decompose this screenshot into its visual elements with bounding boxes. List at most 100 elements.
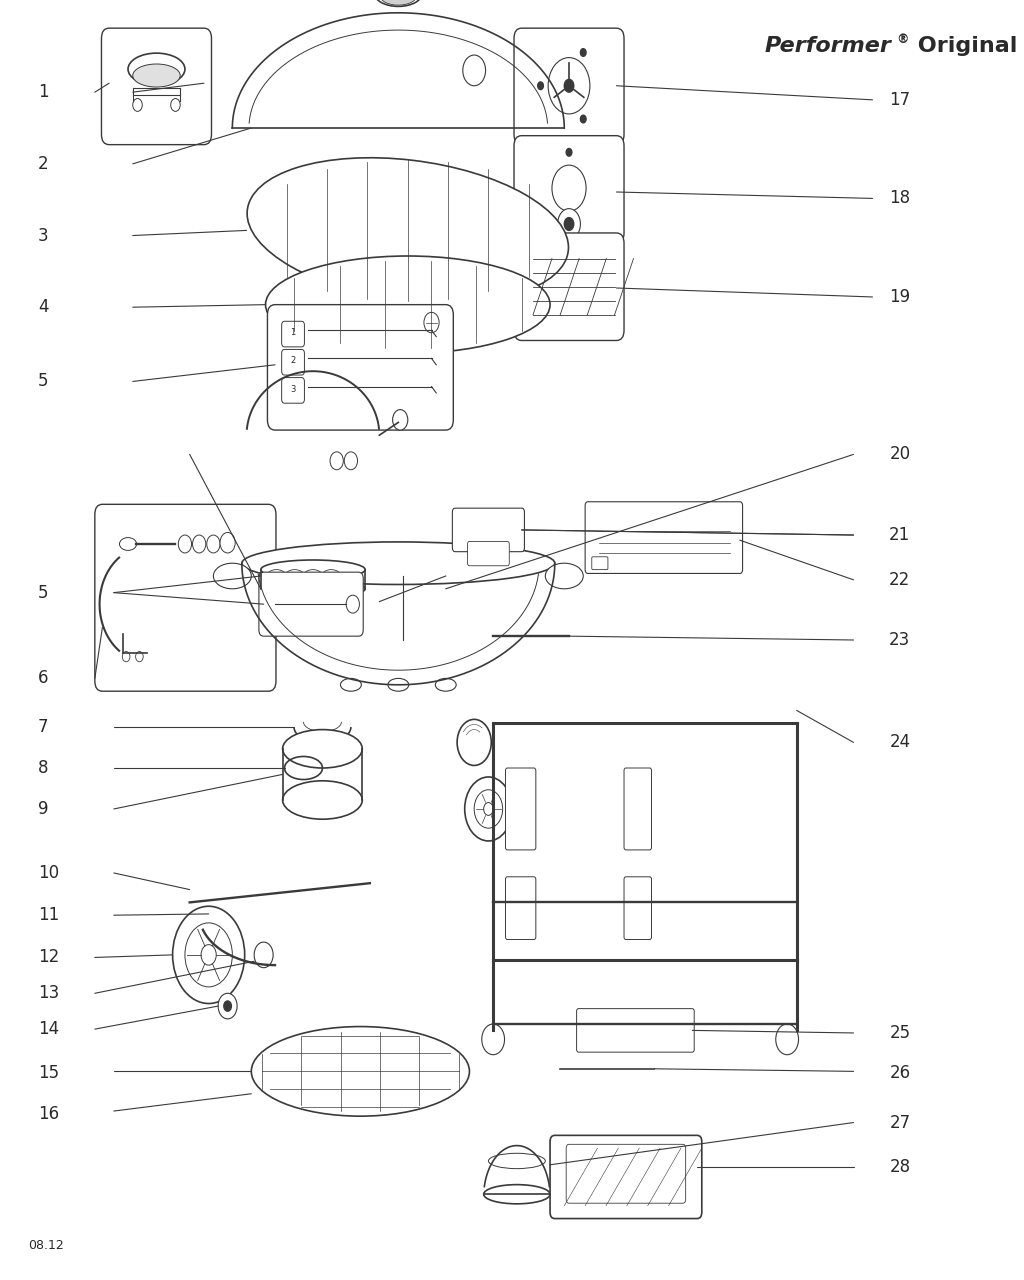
FancyBboxPatch shape [592,557,608,570]
FancyBboxPatch shape [95,504,276,691]
Text: 08.12: 08.12 [29,1239,65,1252]
Circle shape [481,1024,505,1055]
FancyBboxPatch shape [468,541,509,566]
Ellipse shape [261,579,366,599]
Circle shape [178,535,191,553]
Circle shape [135,652,143,662]
Ellipse shape [380,0,417,5]
Text: 6: 6 [38,669,48,687]
Circle shape [254,942,273,968]
Text: 9: 9 [38,800,48,818]
FancyBboxPatch shape [506,877,536,940]
Text: 24: 24 [889,733,910,751]
Circle shape [483,803,494,815]
Text: 7: 7 [38,718,48,736]
Text: 5: 5 [38,372,48,390]
Circle shape [218,993,238,1019]
Text: ®: ® [896,33,908,46]
Ellipse shape [213,563,251,589]
FancyBboxPatch shape [453,508,524,552]
FancyBboxPatch shape [267,305,454,430]
Circle shape [581,115,586,123]
Text: 21: 21 [889,526,910,544]
Text: 15: 15 [38,1064,59,1082]
Circle shape [185,923,232,987]
Circle shape [552,165,586,211]
Text: 14: 14 [38,1020,59,1038]
Ellipse shape [128,52,185,84]
Ellipse shape [546,563,584,589]
Text: 20: 20 [889,445,910,463]
Circle shape [564,218,573,230]
Text: 25: 25 [889,1024,910,1042]
Text: 3: 3 [38,227,48,244]
Ellipse shape [283,781,362,819]
FancyBboxPatch shape [585,502,742,573]
Circle shape [424,312,439,333]
Circle shape [457,719,492,765]
Circle shape [474,790,503,828]
FancyBboxPatch shape [550,1135,701,1219]
Text: 27: 27 [889,1114,910,1132]
FancyBboxPatch shape [624,877,651,940]
Ellipse shape [283,730,362,768]
Text: 16: 16 [38,1105,59,1123]
Circle shape [558,209,581,239]
Ellipse shape [435,678,456,691]
Circle shape [392,410,408,430]
Text: Performer: Performer [765,36,892,56]
FancyBboxPatch shape [259,572,364,636]
FancyBboxPatch shape [514,233,624,340]
FancyBboxPatch shape [577,1009,694,1052]
Ellipse shape [251,1027,469,1116]
Ellipse shape [488,1153,546,1169]
Circle shape [193,535,206,553]
Text: 5: 5 [38,584,48,602]
Ellipse shape [261,561,366,579]
Text: 23: 23 [889,631,910,649]
Text: 12: 12 [38,948,59,966]
FancyBboxPatch shape [514,136,624,243]
FancyBboxPatch shape [506,768,536,850]
Text: 10: 10 [38,864,59,882]
Circle shape [207,535,220,553]
Ellipse shape [483,1185,550,1203]
FancyBboxPatch shape [282,378,304,403]
Text: 4: 4 [38,298,48,316]
Ellipse shape [265,256,550,353]
Circle shape [538,82,544,90]
Circle shape [224,1001,231,1011]
Text: 17: 17 [889,91,910,109]
FancyBboxPatch shape [101,28,212,145]
Text: 1: 1 [291,328,296,338]
Ellipse shape [242,541,555,585]
FancyBboxPatch shape [282,349,304,375]
Ellipse shape [340,678,361,691]
Circle shape [566,148,571,156]
Circle shape [346,595,359,613]
Text: 1: 1 [38,83,48,101]
Ellipse shape [247,157,568,303]
Circle shape [122,652,130,662]
FancyBboxPatch shape [514,28,624,145]
Text: 28: 28 [889,1158,910,1176]
Circle shape [463,55,485,86]
Ellipse shape [133,64,180,87]
Text: 19: 19 [889,288,910,306]
Text: 11: 11 [38,906,59,924]
Circle shape [776,1024,799,1055]
Text: 8: 8 [38,759,48,777]
Text: 13: 13 [38,984,59,1002]
Circle shape [201,945,216,965]
Text: 26: 26 [889,1064,910,1082]
Ellipse shape [120,538,136,550]
Circle shape [548,58,590,114]
Text: 3: 3 [291,384,296,394]
Circle shape [171,99,180,111]
Ellipse shape [375,0,422,6]
Circle shape [330,452,343,470]
FancyBboxPatch shape [624,768,651,850]
Circle shape [173,906,245,1004]
Circle shape [344,452,357,470]
FancyBboxPatch shape [282,321,304,347]
